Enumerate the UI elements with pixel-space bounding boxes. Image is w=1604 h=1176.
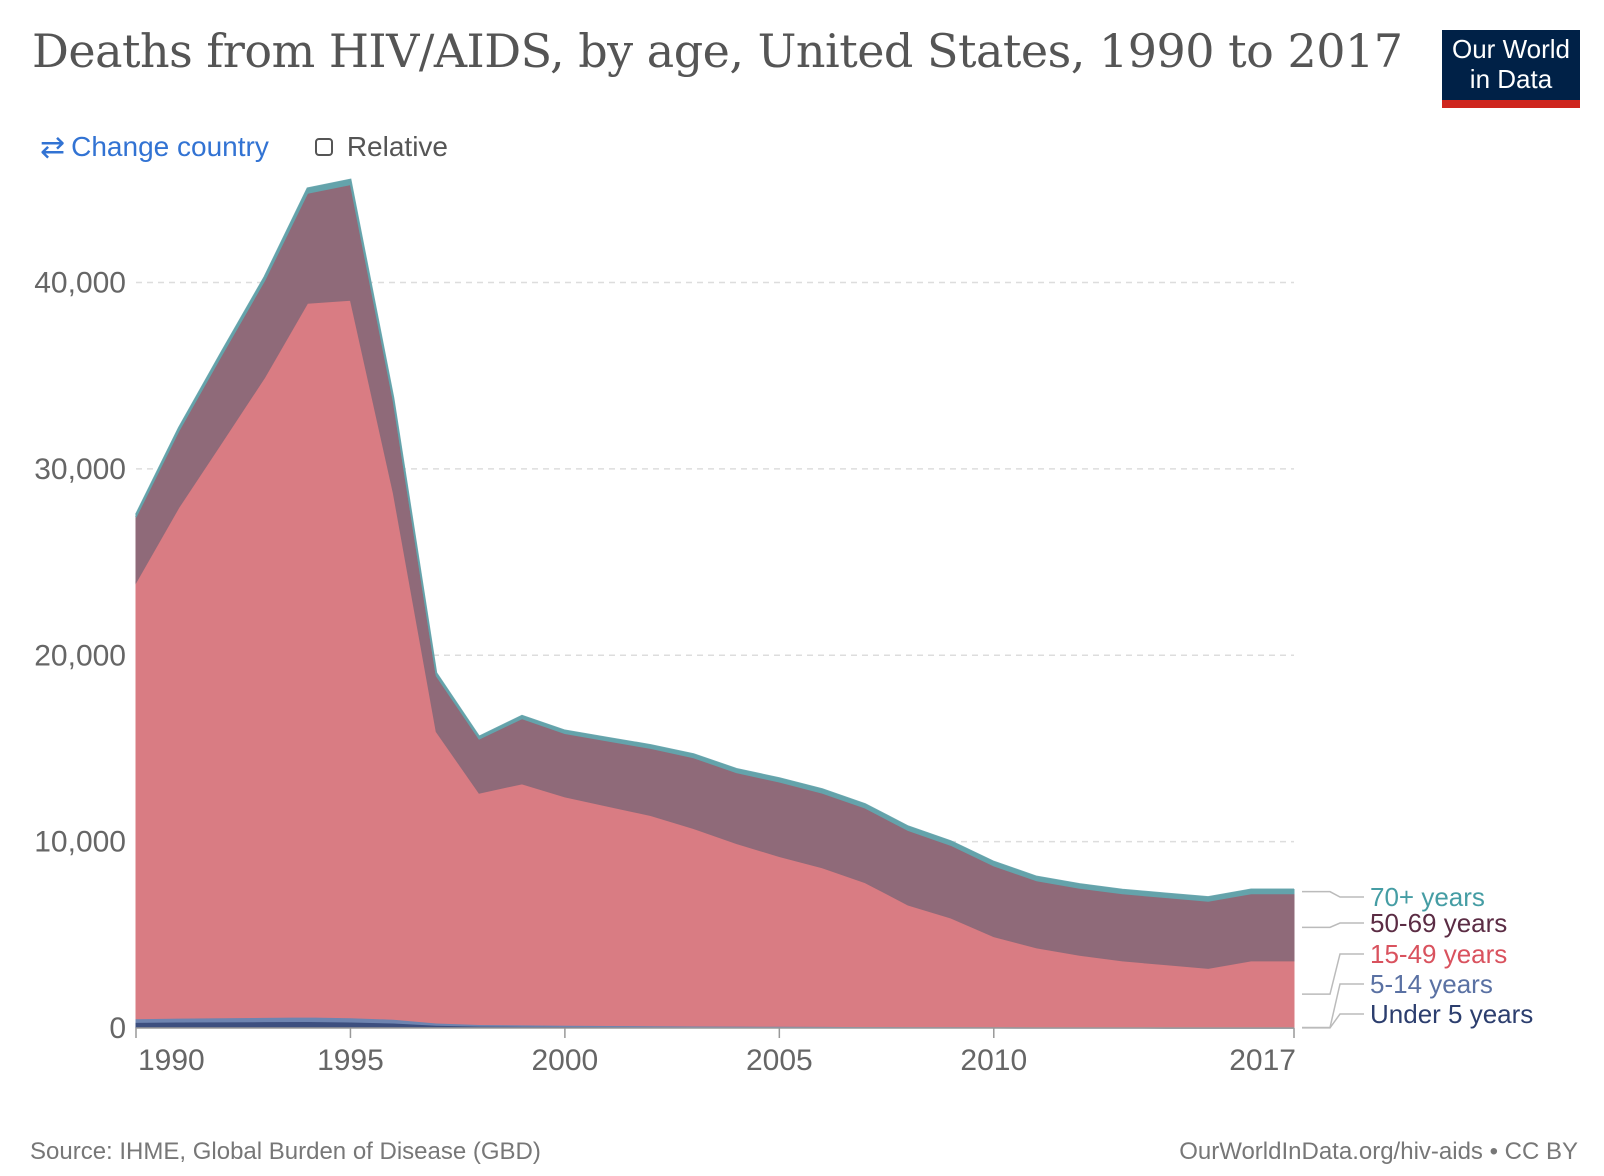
legend-leader-line [1302, 983, 1364, 1029]
owid-logo[interactable]: Our World in Data [1442, 30, 1580, 108]
legend-leader-line [1302, 890, 1364, 898]
logo-line-2: in Data [1469, 64, 1553, 94]
change-country-button[interactable]: ⇄ Change country [40, 130, 269, 165]
chart-controls: ⇄ Change country Relative [40, 130, 448, 164]
y-tick-label: 40,000 [34, 267, 126, 300]
legend-leader-line [1302, 922, 1364, 929]
70plus-area-edge [135, 178, 1294, 899]
logo-accent-bar [1442, 100, 1580, 108]
relative-toggle[interactable]: Relative [314, 131, 448, 163]
x-tick-label: 2010 [960, 1044, 1027, 1077]
checkbox-icon[interactable] [314, 138, 333, 156]
y-tick-label: 0 [109, 1012, 126, 1045]
legend-70plus[interactable]: 70+ years [1370, 882, 1485, 912]
legend-15-49[interactable]: 15-49 years [1370, 939, 1507, 969]
change-country-label: Change country [71, 131, 269, 162]
x-tick-label: 2005 [746, 1044, 813, 1077]
x-tick-label: 2000 [532, 1044, 599, 1077]
x-tick-label: 2017 [1229, 1044, 1296, 1077]
y-tick-label: 30,000 [34, 453, 126, 486]
chart-title: Deaths from HIV/AIDS, by age, United Sta… [32, 24, 1403, 78]
license-link[interactable]: OurWorldInData.org/hiv-aids • CC BY [1179, 1138, 1578, 1165]
relative-label: Relative [346, 131, 448, 162]
y-tick-label: 10,000 [34, 826, 126, 859]
source-note: Source: IHME, Global Burden of Disease (… [30, 1138, 541, 1165]
x-tick-label: 1990 [138, 1044, 205, 1077]
legend-leader-line [1302, 953, 1364, 995]
y-tick-label: 20,000 [34, 639, 126, 672]
legend-5-14[interactable]: 5-14 years [1370, 969, 1493, 999]
legend-50-69[interactable]: 50-69 years [1370, 908, 1507, 938]
axes: 0 10,000 20,000 30,000 40,000 1990 1995 2000 200… [34, 267, 1296, 1077]
x-tick-label: 1995 [317, 1044, 384, 1077]
stacked-areas [135, 178, 1295, 1029]
logo-line-1: Our World [1452, 34, 1570, 64]
swap-arrows-icon: ⇄ [40, 130, 66, 164]
legend-under-5[interactable]: Under 5 years [1370, 999, 1533, 1029]
